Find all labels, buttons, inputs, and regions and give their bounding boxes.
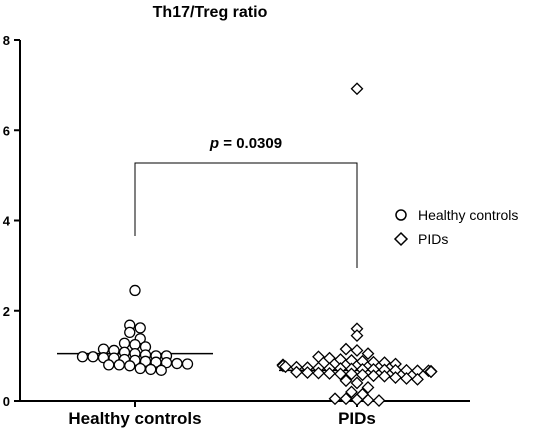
pid-point	[350, 344, 364, 357]
pid-point	[350, 82, 364, 96]
healthy-control-point	[76, 351, 89, 363]
healthy-control-point	[145, 363, 157, 376]
healthy-control-point	[103, 359, 115, 371]
pid-point	[345, 367, 358, 381]
healthy-control-point	[124, 360, 136, 372]
y-tick-label: 4	[3, 214, 11, 229]
y-tick-label: 0	[3, 394, 10, 409]
pid-point	[339, 374, 353, 388]
p-symbol: p	[209, 135, 219, 152]
pid-point	[389, 371, 402, 384]
pid-point	[279, 360, 292, 374]
pid-point	[361, 393, 375, 407]
pid-point	[290, 365, 303, 379]
pid-point	[323, 367, 336, 380]
pid-point	[323, 351, 336, 365]
legend-circle-icon	[395, 209, 407, 221]
y-tick-label: 2	[3, 304, 10, 319]
data-points	[76, 82, 438, 407]
pid-point	[312, 350, 325, 364]
pid-point	[367, 369, 380, 383]
pid-point	[345, 385, 358, 399]
pid-point	[378, 369, 391, 383]
healthy-control-point	[181, 358, 194, 370]
healthy-control-point	[134, 322, 146, 334]
pid-point	[361, 381, 375, 394]
healthy-control-point	[124, 326, 136, 339]
chart-title: Th17/Treg ratio	[153, 4, 268, 21]
pid-point	[400, 372, 413, 385]
x-category-label: PIDs	[338, 409, 376, 428]
pid-point	[372, 394, 386, 407]
legend-diamond-icon	[393, 231, 409, 247]
x-category-labels: Healthy controls PIDs	[68, 401, 376, 428]
pid-point	[339, 392, 353, 406]
pid-point	[350, 376, 364, 390]
pid-point	[361, 347, 375, 361]
legend: Healthy controls PIDs	[393, 207, 518, 247]
legend-label-pids: PIDs	[418, 231, 448, 247]
pid-point	[356, 368, 369, 382]
pid-point	[328, 392, 342, 406]
healthy-control-point	[129, 284, 141, 297]
pid-point	[411, 372, 424, 386]
pid-point	[339, 342, 353, 356]
legend-label-healthy: Healthy controls	[418, 207, 518, 223]
p-value-text: = 0.0309	[219, 135, 282, 152]
pid-point	[350, 393, 364, 407]
y-tick-label: 6	[3, 123, 10, 138]
pid-point	[350, 329, 364, 342]
y-tick-label: 8	[3, 33, 10, 48]
pid-point	[312, 366, 325, 380]
healthy-control-point	[171, 357, 183, 370]
pid-point	[301, 366, 314, 379]
p-value-annotation: p = 0.0309	[209, 135, 282, 152]
healthy-control-point	[87, 351, 99, 363]
x-category-label: Healthy controls	[68, 409, 201, 428]
healthy-control-point	[113, 359, 125, 371]
significance-bracket	[134, 162, 358, 268]
y-tick-group: 0 2 4 6 8	[3, 33, 20, 409]
healthy-control-point	[155, 364, 167, 376]
pid-point	[334, 367, 347, 381]
pid-point	[424, 365, 438, 379]
healthy-control-point	[134, 362, 146, 375]
